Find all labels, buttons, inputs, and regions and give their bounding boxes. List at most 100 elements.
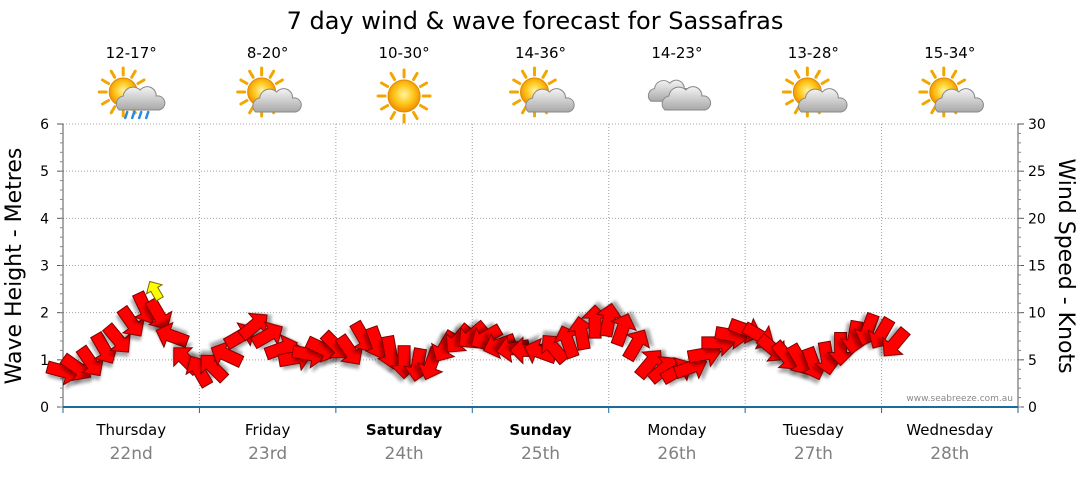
- wind-arrow: [250, 321, 283, 350]
- wind-arrow: [826, 332, 855, 367]
- wind-arrow: [144, 297, 173, 330]
- wind-arrow: [566, 315, 595, 351]
- sun-disc: [387, 79, 421, 113]
- wind-arrow: [101, 322, 131, 353]
- day-column-thursday: 12-17° Thursday 22nd: [95, 44, 166, 464]
- cloud-shape: [661, 86, 712, 111]
- sun-ray: [785, 78, 795, 85]
- sun-ray: [921, 99, 931, 106]
- y-right-tick-label: 10: [1028, 306, 1046, 322]
- cloud-shape: [115, 86, 166, 111]
- wind-arrow: [622, 329, 651, 363]
- sun-ray: [380, 81, 390, 88]
- sun-ray: [100, 78, 110, 85]
- wind-arrow: [116, 304, 145, 337]
- day-columns: 12-17° Thursday 22nd 8-20° Friday 23rd 10-30° S…: [95, 44, 993, 464]
- cloud-shape: [934, 88, 984, 113]
- sun-ray: [814, 69, 821, 79]
- y-left-tick-label: 6: [40, 117, 49, 133]
- sun-ray: [419, 104, 429, 111]
- wind-arrows: [45, 280, 911, 389]
- day-date: 27th: [794, 444, 833, 464]
- wind-arrow: [75, 344, 104, 377]
- sun-ray: [547, 78, 557, 85]
- rain-drop: [137, 110, 143, 120]
- sun-ray: [274, 78, 284, 85]
- day-date: 28th: [930, 444, 969, 464]
- y-left-tick-label: 4: [40, 211, 49, 227]
- day-column-saturday: 10-30° Saturday 24th: [366, 44, 443, 464]
- y-axis-left-label: Wave Height - Metres: [2, 148, 27, 385]
- sun-ray: [136, 78, 146, 85]
- wind-arrow: [610, 313, 637, 348]
- sun-ray: [100, 99, 110, 106]
- day-temperature: 14-36°: [515, 44, 566, 62]
- sun-ray: [785, 99, 795, 106]
- day-column-monday: 14-23° Monday 26th: [647, 44, 712, 464]
- day-date: 23rd: [248, 444, 287, 464]
- y-left-tick-label: 2: [40, 306, 49, 322]
- sun-icon: [376, 68, 432, 124]
- y-axis-right-label: Wind Speed - Knots: [1053, 158, 1078, 373]
- sun-ray: [239, 99, 249, 106]
- sun-ray: [541, 69, 548, 79]
- sun-ray: [268, 69, 276, 79]
- sun-rays: [376, 68, 432, 124]
- sun-ray: [109, 69, 117, 79]
- day-column-friday: 8-20° Friday 23rd: [236, 44, 302, 464]
- day-name: Wednesday: [906, 421, 993, 439]
- day-date: 25th: [521, 444, 560, 464]
- sun-ray: [512, 78, 522, 85]
- gust-arrow: [145, 280, 164, 302]
- chart-title: 7 day wind & wave forecast for Sassafras: [287, 7, 784, 35]
- day-name: Tuesday: [782, 421, 844, 439]
- wind-arrow: [200, 354, 230, 384]
- sun-ray: [521, 69, 528, 79]
- sun-cloud-icon: [509, 66, 575, 118]
- day-column-tuesday: 13-28° Tuesday 27th: [782, 44, 848, 464]
- wind-arrow: [334, 333, 364, 365]
- wind-arrow: [882, 326, 911, 357]
- sun-ray: [109, 105, 117, 115]
- day-date: 26th: [657, 444, 696, 464]
- sun-cloud-icon: [236, 66, 302, 118]
- sun-ray: [380, 104, 390, 111]
- wind-arrow: [210, 340, 245, 368]
- day-date: 22nd: [110, 444, 153, 464]
- cloud-icon: [647, 79, 712, 111]
- y-right-tick-label: 15: [1028, 259, 1046, 275]
- y-right-tick-label: 20: [1028, 211, 1046, 227]
- sun-ray: [419, 81, 429, 88]
- watermark: www.seabreeze.com.au: [906, 394, 1013, 404]
- y-left-tick-label: 5: [40, 164, 49, 180]
- sun-ray: [512, 99, 522, 106]
- sun-ray: [389, 71, 397, 82]
- day-name: Monday: [647, 421, 706, 439]
- sun-ray: [921, 78, 931, 85]
- day-temperature: 8-20°: [247, 44, 289, 62]
- wind-arrow: [155, 321, 190, 349]
- sun-ray: [930, 69, 937, 79]
- rain-drop: [123, 110, 129, 120]
- y-right-tick-label: 0: [1028, 400, 1037, 416]
- day-name: Friday: [245, 421, 291, 439]
- day-temperature: 13-28°: [788, 44, 839, 62]
- y-left-tick-label: 0: [40, 400, 49, 416]
- day-column-sunday: 14-36° Sunday 25th: [509, 44, 575, 464]
- sun-cloud-icon: [918, 66, 984, 118]
- wind-arrow: [813, 340, 842, 376]
- day-name: Thursday: [95, 421, 166, 439]
- rain-drop: [130, 110, 136, 120]
- sun-ray: [820, 78, 830, 85]
- sun-ray: [130, 69, 137, 79]
- day-temperature: 14-23°: [651, 44, 702, 62]
- sun-ray: [389, 110, 397, 121]
- y-right-tick-label: 30: [1028, 117, 1046, 133]
- cloud-shape: [525, 88, 575, 113]
- y-right-tick-label: 5: [1028, 353, 1037, 369]
- day-temperature: 15-34°: [924, 44, 975, 62]
- day-name: Saturday: [366, 421, 443, 439]
- day-temperature: 12-17°: [106, 44, 157, 62]
